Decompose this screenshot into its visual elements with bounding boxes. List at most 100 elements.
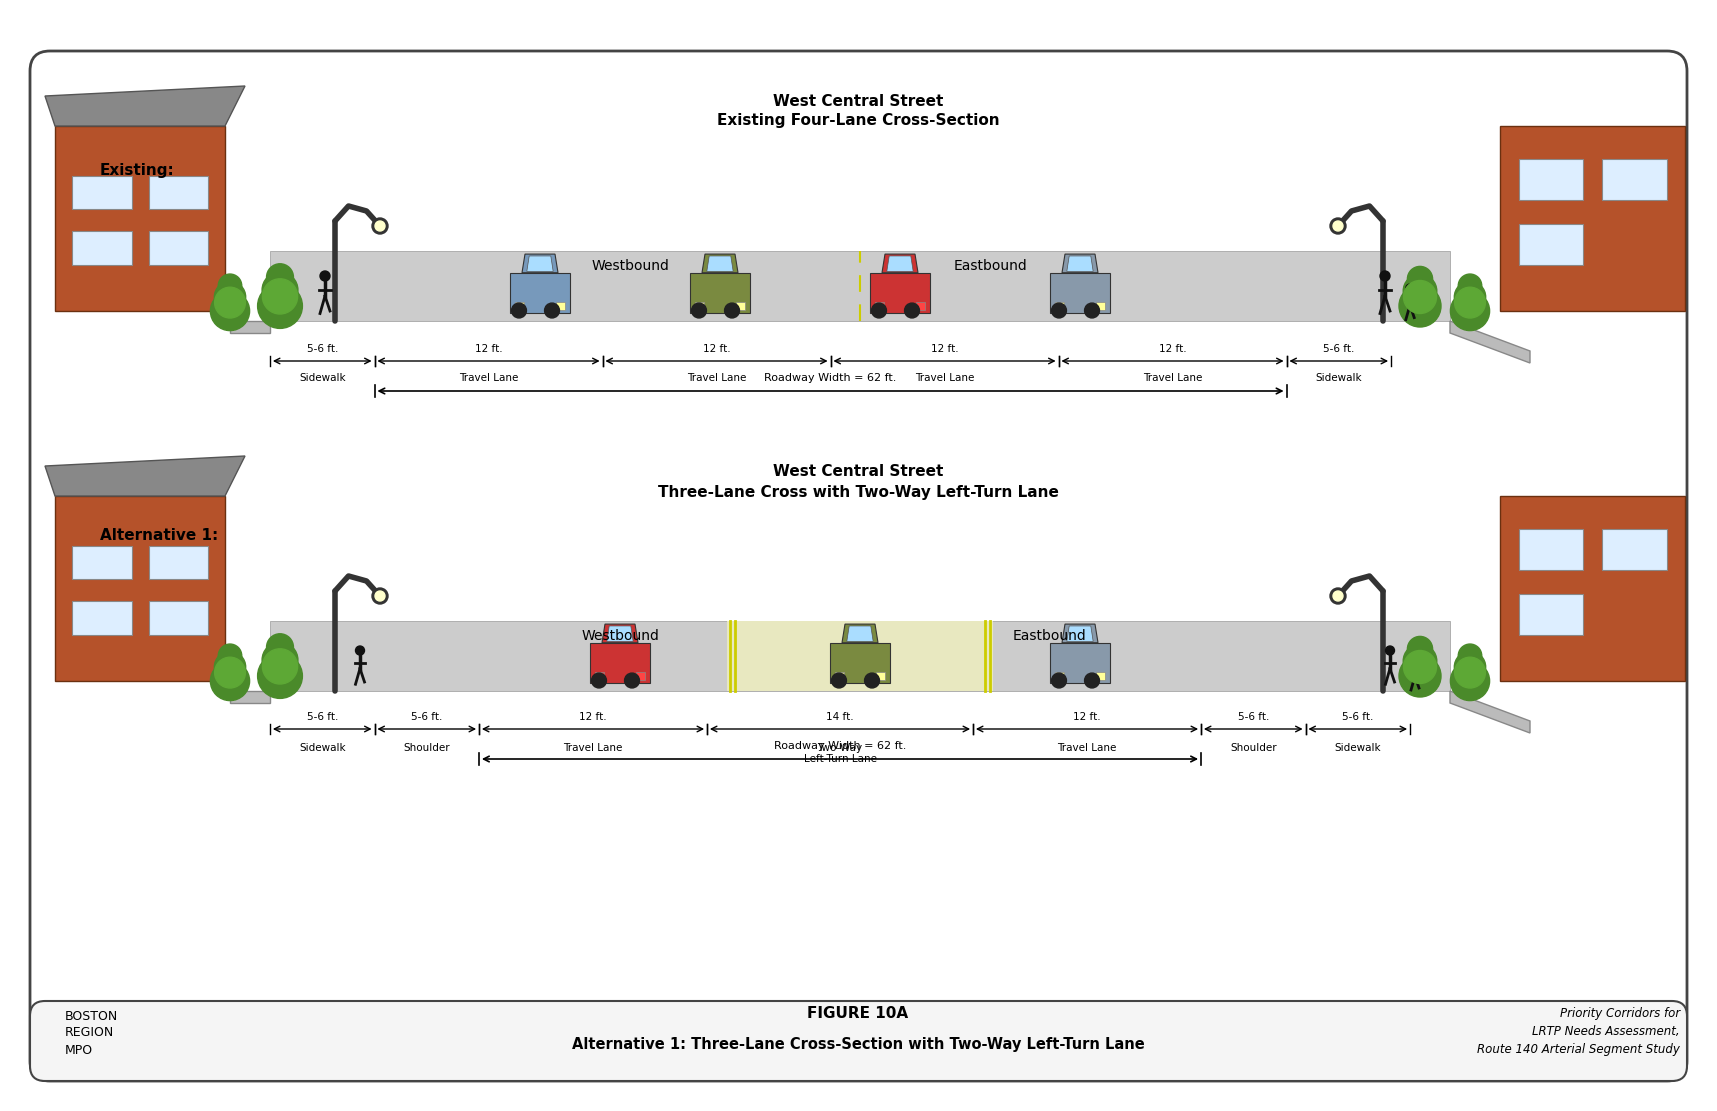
Bar [917,302,925,310]
Polygon shape [45,456,246,496]
Bar [591,642,651,683]
Circle shape [905,303,919,318]
Circle shape [1399,286,1441,327]
Text: West Central Street: West Central Street [773,463,943,479]
Bar [148,546,208,579]
Text: Sidewalk: Sidewalk [1334,743,1380,753]
Bar [72,176,132,209]
Circle shape [625,673,639,688]
Polygon shape [1449,691,1530,733]
Circle shape [831,673,846,688]
Bar [55,126,225,311]
Bar [594,672,604,680]
Polygon shape [527,256,553,271]
Bar [737,302,745,310]
Circle shape [373,218,388,234]
Polygon shape [841,624,877,642]
Circle shape [1458,274,1482,298]
Text: 5-6 ft.: 5-6 ft. [1343,712,1374,722]
Text: FIGURE 10A: FIGURE 10A [807,1007,908,1021]
Circle shape [1454,288,1485,318]
Bar [148,231,208,264]
Text: 12 ft.: 12 ft. [702,344,730,354]
Circle shape [1085,303,1099,318]
Circle shape [865,673,879,688]
Bar [1518,529,1583,570]
Circle shape [1454,651,1485,682]
Bar [1417,306,1423,327]
Circle shape [592,673,606,688]
Circle shape [266,263,294,291]
Bar [690,272,750,313]
Circle shape [211,291,249,331]
Polygon shape [230,691,270,703]
Text: 5-6 ft.: 5-6 ft. [307,712,338,722]
Bar [1501,496,1684,681]
Circle shape [1403,280,1437,313]
Circle shape [1386,645,1394,655]
Bar [72,601,132,634]
Bar [148,601,208,634]
Text: REGION: REGION [65,1027,115,1040]
Circle shape [1411,655,1418,664]
Text: 5-6 ft.: 5-6 ft. [1238,712,1269,722]
Bar [726,621,992,691]
Circle shape [1451,291,1490,331]
Circle shape [1451,661,1490,701]
Text: Route 140 Arterial Segment Study: Route 140 Arterial Segment Study [1477,1043,1679,1057]
Bar [1051,272,1109,313]
Circle shape [1085,673,1099,688]
Polygon shape [886,256,913,271]
Bar [72,231,132,264]
Text: Eastbound: Eastbound [953,259,1027,273]
Circle shape [725,303,740,318]
Circle shape [1454,281,1485,312]
Circle shape [263,642,299,678]
Polygon shape [1449,321,1530,363]
Bar [1518,159,1583,200]
Bar [695,302,704,310]
Bar [148,176,208,209]
Text: Travel Lane: Travel Lane [1144,373,1202,383]
Text: Westbound: Westbound [591,259,670,273]
Circle shape [218,644,242,668]
Bar [227,311,234,331]
Circle shape [512,303,527,318]
Bar [72,546,132,579]
Polygon shape [45,86,246,126]
Bar [1602,529,1667,570]
Bar [270,251,1449,321]
Circle shape [374,591,385,601]
Bar [1095,302,1106,310]
Bar [1054,302,1065,310]
Circle shape [872,303,886,318]
Text: 5-6 ft.: 5-6 ft. [410,712,443,722]
Text: Travel Lane: Travel Lane [563,743,623,753]
Circle shape [373,588,388,604]
Bar [1051,642,1109,683]
Bar [515,302,524,310]
Circle shape [544,303,560,318]
Polygon shape [846,625,874,641]
FancyBboxPatch shape [29,51,1688,1081]
Bar [510,272,570,313]
Text: Existing Four-Lane Cross-Section: Existing Four-Lane Cross-Section [716,113,999,129]
Bar [1602,159,1667,200]
Polygon shape [1063,624,1097,642]
Text: Eastbound: Eastbound [1013,629,1087,643]
Polygon shape [1066,256,1094,271]
Circle shape [1403,644,1437,678]
Bar [1518,224,1583,264]
Circle shape [1051,673,1066,688]
Text: 14 ft.: 14 ft. [826,712,853,722]
Bar [1466,311,1473,331]
Text: Two-Way: Two-Way [817,743,862,753]
Text: Travel Lane: Travel Lane [915,373,974,383]
Circle shape [218,274,242,298]
Circle shape [258,283,302,329]
Bar [1417,675,1423,697]
Circle shape [1406,284,1415,292]
Polygon shape [702,254,738,272]
Bar [1466,681,1473,701]
Bar [637,672,646,680]
